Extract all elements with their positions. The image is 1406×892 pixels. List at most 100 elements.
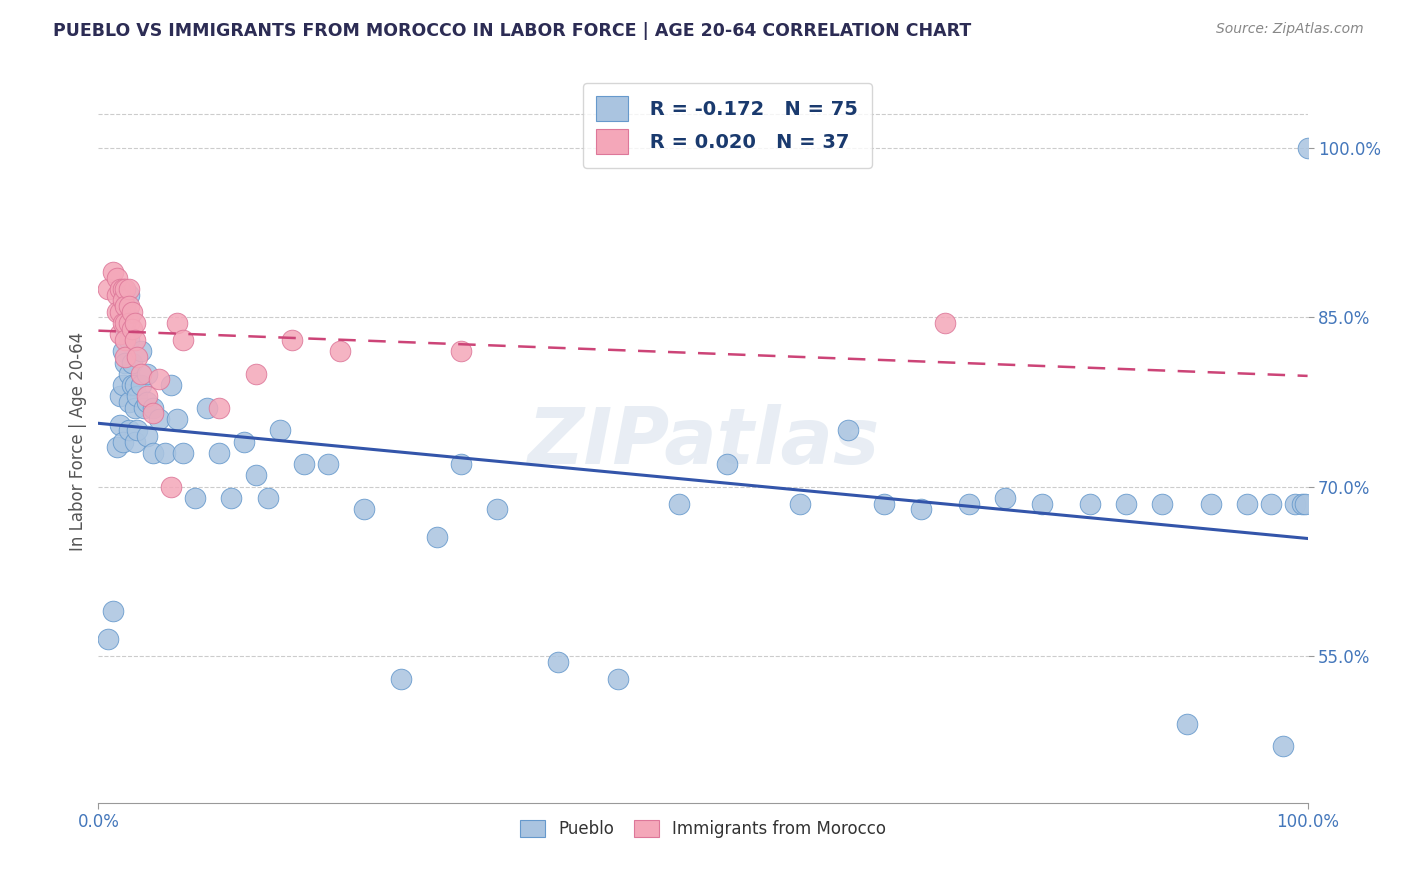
Point xyxy=(329,344,352,359)
Point xyxy=(118,287,141,301)
Point xyxy=(105,270,128,285)
Point xyxy=(1260,497,1282,511)
Point xyxy=(135,389,157,403)
Point xyxy=(118,395,141,409)
Point xyxy=(111,293,134,308)
Point xyxy=(97,282,120,296)
Point xyxy=(716,457,738,471)
Point xyxy=(957,497,980,511)
Point xyxy=(105,440,128,454)
Point xyxy=(232,434,254,449)
Point xyxy=(1152,497,1174,511)
Point xyxy=(118,423,141,437)
Point xyxy=(281,333,304,347)
Point xyxy=(118,316,141,330)
Text: ZIPatlas: ZIPatlas xyxy=(527,403,879,480)
Point xyxy=(166,412,188,426)
Point xyxy=(450,457,472,471)
Point xyxy=(153,446,176,460)
Point xyxy=(114,321,136,335)
Point xyxy=(256,491,278,505)
Point xyxy=(208,401,231,415)
Point xyxy=(105,287,128,301)
Point xyxy=(111,378,134,392)
Point xyxy=(101,265,124,279)
Point xyxy=(172,446,194,460)
Point xyxy=(607,672,630,686)
Point xyxy=(135,367,157,381)
Point xyxy=(1294,497,1316,511)
Point xyxy=(269,423,291,437)
Point xyxy=(910,502,932,516)
Point xyxy=(837,423,859,437)
Point xyxy=(114,333,136,347)
Point xyxy=(142,446,165,460)
Point xyxy=(1236,497,1258,511)
Point xyxy=(994,491,1017,505)
Point xyxy=(111,282,134,296)
Text: Source: ZipAtlas.com: Source: ZipAtlas.com xyxy=(1216,22,1364,37)
Point xyxy=(292,457,315,471)
Point xyxy=(121,355,143,369)
Text: PUEBLO VS IMMIGRANTS FROM MOROCCO IN LABOR FORCE | AGE 20-64 CORRELATION CHART: PUEBLO VS IMMIGRANTS FROM MOROCCO IN LAB… xyxy=(53,22,972,40)
Point xyxy=(129,367,152,381)
Point xyxy=(127,350,149,364)
Point xyxy=(108,282,131,296)
Point xyxy=(668,497,690,511)
Point xyxy=(1291,497,1313,511)
Point xyxy=(121,378,143,392)
Point xyxy=(547,655,569,669)
Point xyxy=(124,434,146,449)
Point xyxy=(148,372,170,386)
Point xyxy=(121,321,143,335)
Point xyxy=(450,344,472,359)
Point xyxy=(124,316,146,330)
Point xyxy=(114,299,136,313)
Point xyxy=(934,316,956,330)
Point xyxy=(1272,739,1295,754)
Point xyxy=(114,299,136,313)
Point xyxy=(135,429,157,443)
Point xyxy=(873,497,896,511)
Point xyxy=(118,367,141,381)
Point xyxy=(142,401,165,415)
Point xyxy=(118,310,141,325)
Point xyxy=(245,367,267,381)
Point xyxy=(148,412,170,426)
Point xyxy=(316,457,339,471)
Point xyxy=(118,333,141,347)
Point xyxy=(221,491,243,505)
Point xyxy=(1175,716,1198,731)
Point xyxy=(124,378,146,392)
Point xyxy=(105,304,128,318)
Point xyxy=(111,344,134,359)
Point xyxy=(1284,497,1306,511)
Point xyxy=(160,480,183,494)
Point xyxy=(108,327,131,342)
Point xyxy=(789,497,811,511)
Point xyxy=(208,446,231,460)
Legend: Pueblo, Immigrants from Morocco: Pueblo, Immigrants from Morocco xyxy=(513,814,893,845)
Point xyxy=(97,632,120,646)
Point xyxy=(160,378,183,392)
Point xyxy=(127,423,149,437)
Point xyxy=(134,401,156,415)
Point xyxy=(486,502,509,516)
Point xyxy=(118,299,141,313)
Y-axis label: In Labor Force | Age 20-64: In Labor Force | Age 20-64 xyxy=(69,332,87,551)
Point xyxy=(114,350,136,364)
Point xyxy=(108,389,131,403)
Point xyxy=(426,531,449,545)
Point xyxy=(353,502,375,516)
Point xyxy=(1296,141,1319,155)
Point xyxy=(1115,497,1137,511)
Point xyxy=(195,401,218,415)
Point xyxy=(172,333,194,347)
Point xyxy=(121,304,143,318)
Point xyxy=(124,333,146,347)
Point xyxy=(1031,497,1053,511)
Point xyxy=(114,282,136,296)
Point xyxy=(129,344,152,359)
Point xyxy=(245,468,267,483)
Point xyxy=(135,395,157,409)
